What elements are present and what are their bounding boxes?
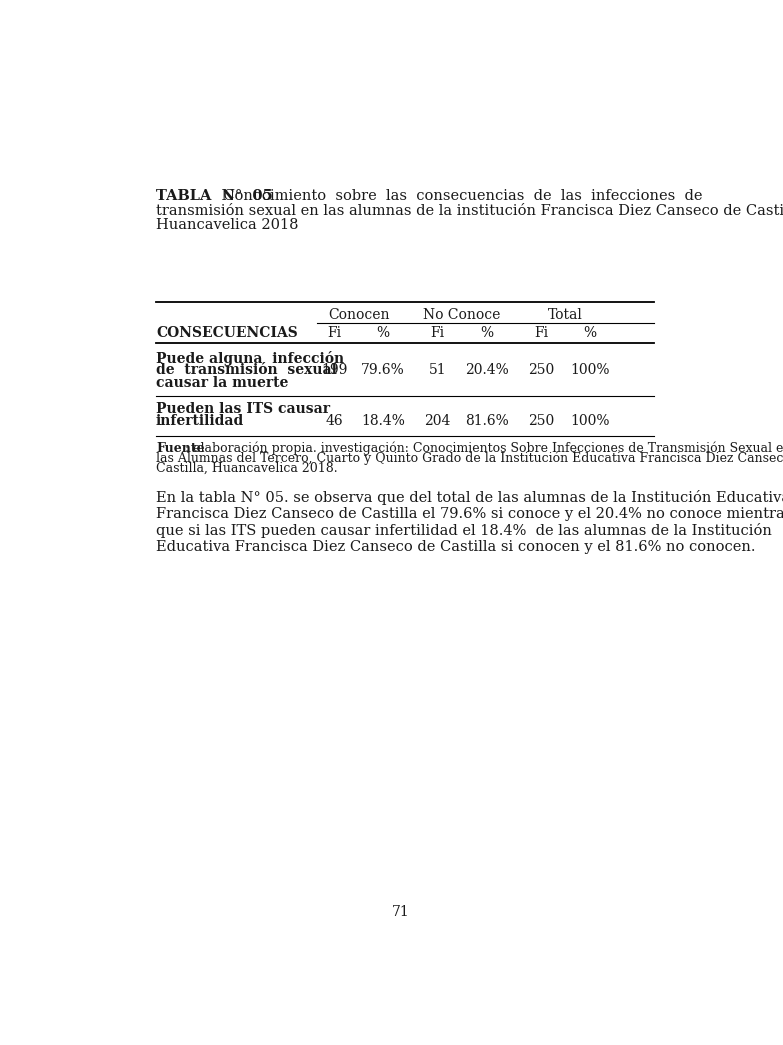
Text: 199: 199	[321, 364, 348, 377]
Text: Francisca Diez Canseco de Castilla el 79.6% si conoce y el 20.4% no conoce mient: Francisca Diez Canseco de Castilla el 79…	[156, 507, 783, 520]
Text: 46: 46	[326, 414, 343, 428]
Text: Educativa Francisca Diez Canseco de Castilla si conocen y el 81.6% no conocen.: Educativa Francisca Diez Canseco de Cast…	[156, 540, 756, 555]
Text: CONSECUENCIAS: CONSECUENCIAS	[156, 326, 298, 341]
Text: En la tabla N° 05. se observa que del total de las alumnas de la Institución Edu: En la tabla N° 05. se observa que del to…	[156, 490, 783, 505]
Text: Fi: Fi	[431, 326, 445, 341]
Text: Conocimiento  sobre  las  consecuencias  de  las  infecciones  de: Conocimiento sobre las consecuencias de …	[214, 188, 702, 203]
Text: 18.4%: 18.4%	[361, 414, 405, 428]
Text: Huancavelica 2018: Huancavelica 2018	[156, 217, 298, 232]
Text: 100%: 100%	[570, 364, 610, 377]
Text: las Alumnas del Tercero, Cuarto y Quinto Grado de la Institución Educativa Franc: las Alumnas del Tercero, Cuarto y Quinto…	[156, 451, 783, 465]
Text: Fi: Fi	[534, 326, 548, 341]
Text: No Conoce: No Conoce	[424, 308, 501, 322]
Text: 250: 250	[528, 364, 554, 377]
Text: de  transmisión  sexual: de transmisión sexual	[156, 364, 337, 377]
Text: transmisión sexual en las alumnas de la institución Francisca Diez Canseco de Ca: transmisión sexual en las alumnas de la …	[156, 203, 783, 217]
Text: Total: Total	[548, 308, 583, 322]
Text: 71: 71	[392, 905, 410, 919]
Text: Pueden las ITS causar: Pueden las ITS causar	[156, 402, 330, 416]
Text: Fi: Fi	[327, 326, 341, 341]
Text: %: %	[583, 326, 597, 341]
Text: infertilidad: infertilidad	[156, 414, 244, 428]
Text: Conocen: Conocen	[328, 308, 389, 322]
Text: %: %	[480, 326, 493, 341]
Text: : elaboración propia. investigación: Conocimientos Sobre Infecciones de Transmis: : elaboración propia. investigación: Con…	[185, 442, 783, 456]
Text: 250: 250	[528, 414, 554, 428]
Text: 204: 204	[424, 414, 450, 428]
Text: Puede alguna  infección: Puede alguna infección	[156, 351, 344, 366]
Text: TABLA  N°  05: TABLA N° 05	[156, 188, 272, 203]
Text: %: %	[377, 326, 390, 341]
Text: causar la muerte: causar la muerte	[156, 375, 288, 390]
Text: 51: 51	[428, 364, 446, 377]
Text: 79.6%: 79.6%	[361, 364, 405, 377]
Text: Castilla, Huancavelica 2018.: Castilla, Huancavelica 2018.	[156, 462, 337, 474]
Text: 20.4%: 20.4%	[465, 364, 509, 377]
Text: que si las ITS pueden causar infertilidad el 18.4%  de las alumnas de la Institu: que si las ITS pueden causar infertilida…	[156, 524, 772, 538]
Text: 81.6%: 81.6%	[465, 414, 509, 428]
Text: Fuente: Fuente	[156, 442, 204, 455]
Text: 100%: 100%	[570, 414, 610, 428]
